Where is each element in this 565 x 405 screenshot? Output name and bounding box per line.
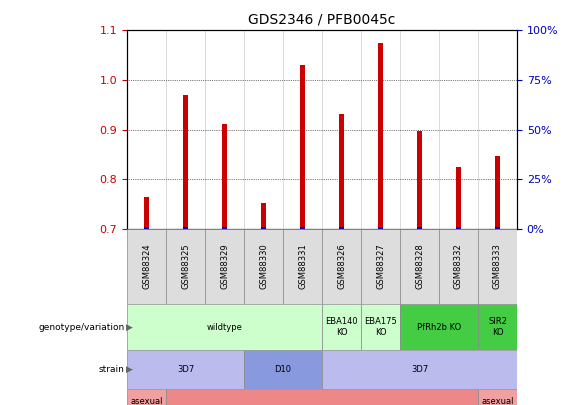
Bar (300, 65, 305, 229)
Bar (183, 95, 188, 229)
Bar (222, 124, 227, 229)
Bar (166, 229, 205, 304)
Text: EBA175
KO: EBA175 KO (364, 318, 397, 337)
Text: GSM88329: GSM88329 (220, 243, 229, 289)
Bar (378, 43, 383, 229)
Bar (166, 389, 478, 405)
Text: genotype/variation: genotype/variation (38, 322, 124, 332)
Bar (417, 130, 422, 229)
Bar (456, 167, 461, 229)
Bar (127, 389, 166, 405)
Text: ▶: ▶ (126, 322, 133, 332)
Bar (378, 227, 383, 229)
Text: GSM88331: GSM88331 (298, 243, 307, 289)
Bar (127, 229, 166, 304)
Bar (361, 304, 400, 350)
Text: D10: D10 (275, 365, 292, 374)
Bar (478, 304, 517, 350)
Bar (261, 203, 266, 229)
Bar (261, 227, 266, 229)
Bar (244, 229, 283, 304)
Bar (322, 304, 361, 350)
Bar (478, 389, 517, 405)
Bar (478, 229, 517, 304)
Bar (144, 196, 149, 229)
Bar (144, 227, 149, 229)
Bar (339, 227, 344, 229)
Bar (322, 350, 517, 389)
Bar (456, 227, 461, 229)
Bar (495, 227, 500, 229)
Bar (400, 304, 478, 350)
Text: PfRh2b KO: PfRh2b KO (417, 322, 461, 332)
Text: asexual
blood sta
ge 24hr: asexual blood sta ge 24hr (127, 397, 166, 405)
Text: GSM88330: GSM88330 (259, 243, 268, 289)
Bar (244, 350, 322, 389)
Text: GSM88325: GSM88325 (181, 243, 190, 289)
Text: GSM88324: GSM88324 (142, 243, 151, 289)
Bar (127, 304, 322, 350)
Bar (361, 229, 400, 304)
Title: GDS2346 / PFB0045c: GDS2346 / PFB0045c (249, 13, 396, 26)
Bar (400, 229, 439, 304)
Text: ▶: ▶ (126, 365, 133, 374)
Text: GSM88326: GSM88326 (337, 243, 346, 289)
Bar (439, 229, 478, 304)
Bar (183, 227, 188, 229)
Bar (417, 227, 422, 229)
Text: 3D7: 3D7 (411, 365, 428, 374)
Bar (339, 114, 344, 229)
Bar (322, 229, 361, 304)
Text: 3D7: 3D7 (177, 365, 194, 374)
Bar (205, 229, 244, 304)
Text: wildtype: wildtype (207, 322, 242, 332)
Text: strain: strain (98, 365, 124, 374)
Text: GSM88327: GSM88327 (376, 243, 385, 289)
Bar (127, 350, 244, 389)
Text: SIR2
KO: SIR2 KO (488, 318, 507, 337)
Bar (495, 156, 500, 229)
Text: GSM88328: GSM88328 (415, 243, 424, 289)
Text: GSM88332: GSM88332 (454, 243, 463, 289)
Text: EBA140
KO: EBA140 KO (325, 318, 358, 337)
Bar (222, 227, 227, 229)
Bar (300, 227, 305, 229)
Text: GSM88333: GSM88333 (493, 243, 502, 289)
Text: asexual
blood sta
ge 24hr: asexual blood sta ge 24hr (478, 397, 517, 405)
Bar (283, 229, 322, 304)
